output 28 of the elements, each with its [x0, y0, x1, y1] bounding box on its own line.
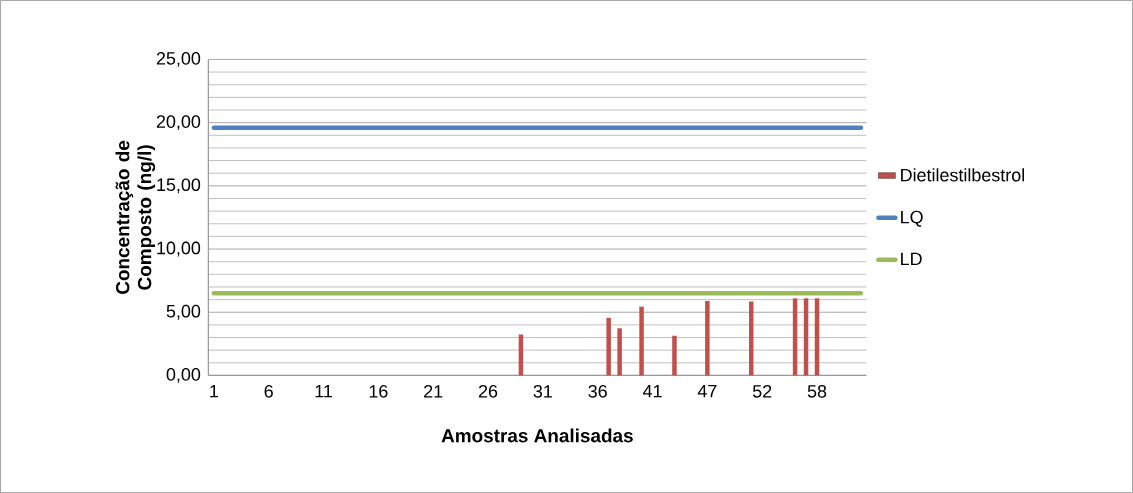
bar — [617, 328, 622, 376]
y-tick-label: 15,00 — [157, 178, 201, 194]
bar — [639, 306, 644, 376]
x-tick-label: 31 — [533, 384, 552, 398]
bar — [606, 317, 611, 376]
x-tick-label: 58 — [807, 384, 827, 398]
x-tick-label: 36 — [588, 384, 607, 398]
bar — [705, 300, 710, 376]
x-tick-label: 52 — [752, 384, 772, 398]
y-axis-title: Concentração de Composto (ng/l) — [115, 140, 156, 294]
y-tick-label: 10,00 — [157, 241, 201, 257]
legend-label: Dietilestilbestrol — [901, 168, 1024, 182]
x-tick-label: 21 — [424, 384, 443, 398]
y-tick-label: 0,00 — [166, 368, 201, 383]
x-tick-label: 41 — [642, 384, 662, 398]
y-tick-label: 25,00 — [156, 52, 201, 67]
x-tick-label: 26 — [478, 384, 498, 398]
x-tick-label: 11 — [315, 384, 332, 398]
x-tick-label: 1 — [210, 384, 218, 398]
x-axis-title: Amostras Analisadas — [441, 428, 633, 443]
x-tick-label: 16 — [369, 384, 388, 398]
y-tick-label: 20,00 — [156, 115, 201, 131]
legend-label: LD — [901, 252, 922, 266]
bar — [672, 335, 677, 376]
x-tick-label: 47 — [697, 384, 717, 398]
y-tick-label: 5,00 — [166, 304, 201, 320]
x-tick-label: 6 — [264, 384, 273, 398]
legend-label: LQ — [901, 210, 923, 227]
